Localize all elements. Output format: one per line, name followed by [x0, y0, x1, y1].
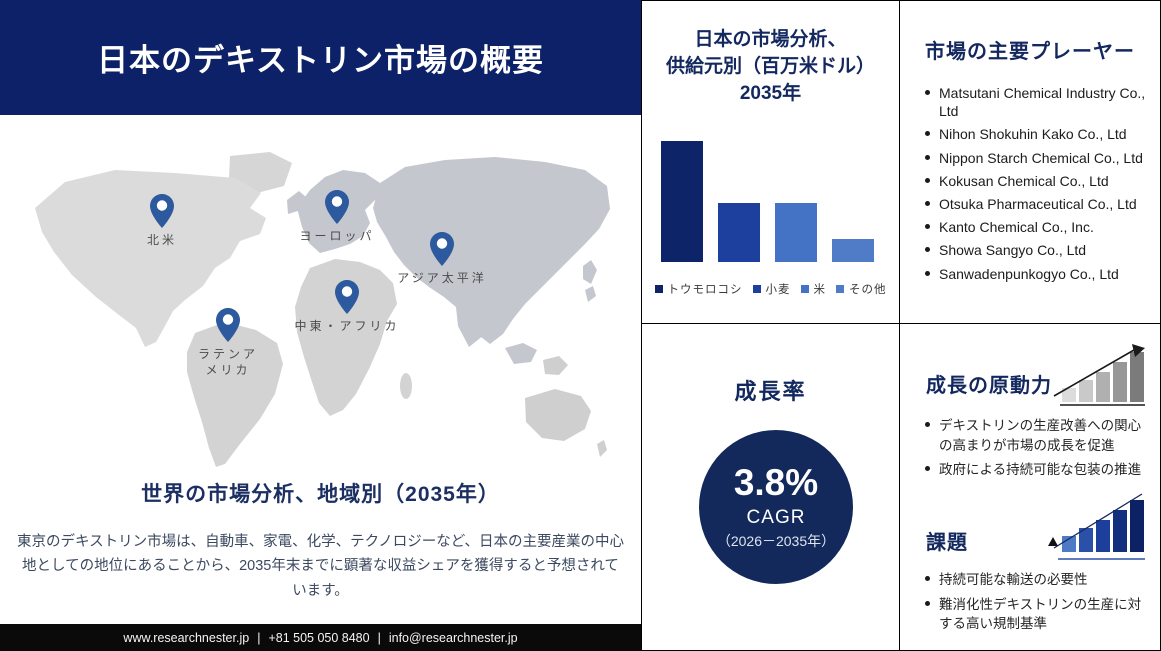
- legend-label: トウモロコシ: [667, 284, 743, 296]
- legend-item: その他: [836, 281, 887, 297]
- growth-rate-title: 成長率: [734, 379, 807, 404]
- region-label: ラテンアメリカ: [197, 347, 258, 378]
- list-item: Otsuka Pharmaceutical Co., Ltd: [924, 195, 1152, 213]
- bar-その他: [832, 239, 874, 262]
- list-item: Nihon Shokuhin Kako Co., Ltd: [924, 125, 1152, 143]
- drivers-challenges-panel: 成長の原動力 デキストリンの生産改善への関心の高まりが市場の成長を促進政府による…: [899, 323, 1161, 651]
- growth-drivers-list: デキストリンの生産改善への関心の高まりが市場の成長を促進政府による持続可能な包装…: [924, 416, 1152, 485]
- legend-item: 小麦: [752, 281, 791, 297]
- map-pin-icon: [325, 190, 349, 224]
- footer-separator: |: [257, 630, 261, 645]
- header-banner: 日本のデキストリン市場の概要: [0, 0, 641, 115]
- region-label: ヨーロッパ: [299, 229, 375, 243]
- list-item: Sanwadenpunkogyo Co., Ltd: [924, 265, 1152, 283]
- map-pin-icon: [430, 232, 454, 266]
- challenges-title: 課題: [926, 532, 968, 554]
- supply-chart-title-line: 2035年: [739, 82, 802, 104]
- legend-label: 米: [813, 284, 826, 296]
- supply-chart-title-line: 日本の市場分析、: [694, 29, 847, 50]
- list-item: Nippon Starch Chemical Co., Ltd: [924, 149, 1152, 167]
- legend-swatch: [836, 285, 844, 293]
- footer-bar: www.researchnester.jp | +81 505 050 8480…: [0, 624, 641, 651]
- cagr-label: CAGR: [746, 506, 806, 528]
- legend-swatch: [752, 285, 761, 293]
- legend-item: 米: [800, 281, 827, 297]
- key-players-title: 市場の主要プレーヤー: [925, 41, 1135, 63]
- region-marker-latin-america: ラテンアメリカ: [183, 308, 273, 378]
- challenges-list: 持続可能な輸送の必要性難消化性デキストリンの生産に対する高い規制基準: [924, 570, 1154, 639]
- map-pin-icon: [335, 280, 359, 314]
- legend-swatch: [654, 285, 663, 293]
- region-label: 中東・アフリカ: [294, 319, 400, 333]
- bar-chart: [661, 141, 882, 262]
- growth-bars-icon: [1053, 344, 1145, 406]
- bar-トウモロコシ: [661, 141, 703, 262]
- supply-chart-title-line: 供給元別（百万米ドル）: [665, 55, 875, 77]
- legend-label: その他: [849, 284, 887, 296]
- regional-analysis-heading: 世界の市場分析、地域別（2035年）: [141, 483, 500, 506]
- supply-chart-title: 日本の市場分析、 供給元別（百万米ドル） 2035年: [642, 27, 899, 108]
- footer-phone[interactable]: +81 505 050 8480: [268, 630, 370, 645]
- cagr-period: （2026－2035年）: [716, 532, 836, 549]
- region-marker-middle-east-africa: 中東・アフリカ: [287, 280, 407, 334]
- legend-swatch: [800, 285, 809, 293]
- list-item: Matsutani Chemical Industry Co., Ltd: [924, 84, 1152, 120]
- region-marker-north-america: 北米: [117, 194, 207, 248]
- chart-legend: トウモロコシ 小麦 米 その他: [642, 281, 899, 297]
- region-marker-europe: ヨーロッパ: [292, 190, 382, 244]
- legend-item: トウモロコシ: [654, 281, 743, 297]
- growth-rate-panel: 成長率 3.8% CAGR （2026－2035年）: [641, 323, 900, 651]
- list-item: Kanto Chemical Co., Inc.: [924, 218, 1152, 236]
- cagr-circle: 3.8% CAGR （2026－2035年）: [699, 430, 853, 584]
- page-title: 日本のデキストリン市場の概要: [96, 43, 545, 78]
- list-item: Kokusan Chemical Co., Ltd: [924, 172, 1152, 190]
- map-pin-icon: [150, 194, 174, 228]
- cagr-value: 3.8%: [733, 462, 819, 504]
- list-item: デキストリンの生産改善への関心の高まりが市場の成長を促進: [924, 416, 1152, 455]
- footer-separator: |: [377, 630, 381, 645]
- region-label: 北米: [146, 233, 177, 247]
- list-item: 難消化性デキストリンの生産に対する高い規制基準: [924, 595, 1154, 634]
- challenge-bars-icon: [1048, 493, 1145, 560]
- list-item: 政府による持続可能な包装の推進: [924, 460, 1152, 480]
- regional-analysis-body: 東京のデキストリン市場は、自動車、家電、化学、テクノロジーなど、日本の主要産業の…: [17, 534, 624, 599]
- legend-label: 小麦: [765, 284, 791, 296]
- map-pin-icon: [216, 308, 240, 342]
- footer-email-link[interactable]: info@researchnester.jp: [388, 630, 518, 645]
- bar-米: [775, 203, 817, 262]
- key-players-panel: 市場の主要プレーヤー Matsutani Chemical Industry C…: [899, 0, 1161, 324]
- supply-analysis-panel: 日本の市場分析、 供給元別（百万米ドル） 2035年 トウモロコシ 小麦 米 その他: [641, 0, 900, 324]
- list-item: Showa Sangyo Co., Ltd: [924, 241, 1152, 259]
- key-players-list: Matsutani Chemical Industry Co., Ltd Niho…: [924, 84, 1152, 283]
- region-marker-asia-pacific: アジア太平洋: [387, 232, 497, 286]
- list-item: 持続可能な輸送の必要性: [924, 570, 1154, 590]
- region-label: アジア太平洋: [397, 271, 487, 285]
- bar-小麦: [718, 203, 760, 262]
- footer-website-link[interactable]: www.researchnester.jp: [123, 630, 250, 645]
- growth-drivers-title: 成長の原動力: [926, 375, 1052, 397]
